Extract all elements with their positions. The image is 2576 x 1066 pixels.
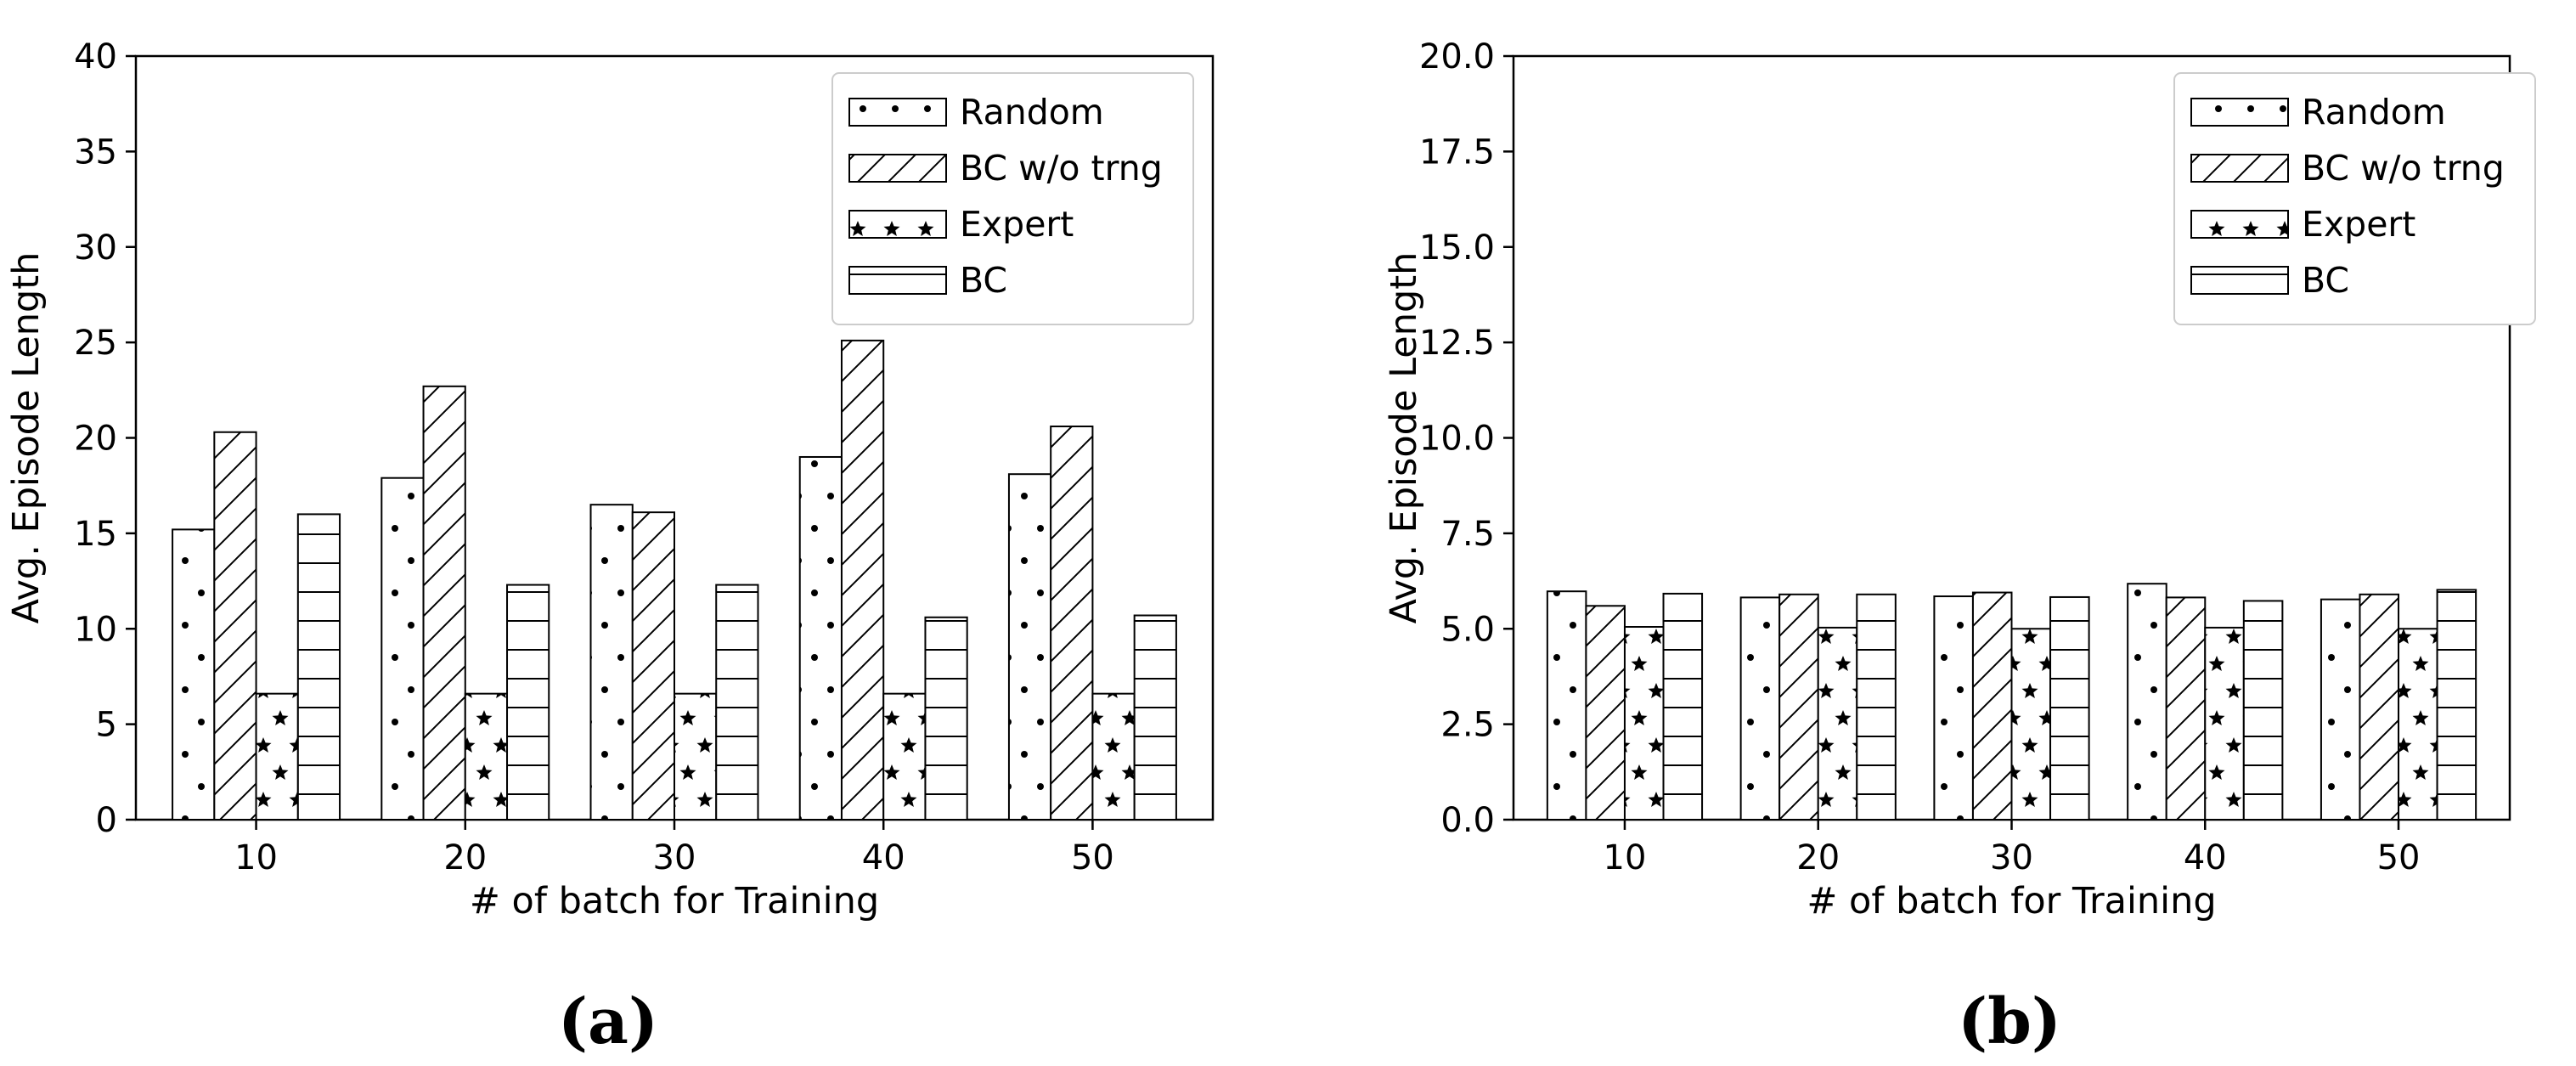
legend-label: Random: [2302, 92, 2446, 133]
bar-bc-50: [2436, 589, 2477, 821]
legend-swatch: [848, 98, 947, 127]
y-tick-label: 20.0: [1419, 37, 1495, 76]
x-tick-label: 30: [653, 838, 696, 877]
bar-random-10: [1546, 590, 1587, 821]
legend-label: BC w/o trng: [960, 148, 1163, 189]
bar-bc-w-o-trng-50: [2359, 593, 2400, 821]
bar-expert-30: [674, 692, 718, 821]
legend-label: BC: [960, 260, 1007, 301]
x-tick-label: 10: [1604, 838, 1647, 877]
legend-swatch: [2190, 266, 2289, 295]
bar-bc-w-o-trng-10: [213, 431, 257, 821]
y-tick-label: 2.5: [1440, 706, 1495, 745]
y-tick-label: 0.0: [1440, 801, 1495, 840]
y-tick-label: 0: [96, 801, 117, 840]
legend-frame: [831, 72, 1194, 325]
bar-random-40: [2127, 583, 2167, 821]
y-tick-label: 7.5: [1440, 515, 1495, 554]
bar-bc-w-o-trng-40: [840, 339, 885, 821]
x-tick-label: 30: [1990, 838, 2033, 877]
bar-bc-w-o-trng-10: [1585, 605, 1626, 821]
bar-bc-50: [1133, 614, 1177, 821]
bar-expert-50: [1091, 692, 1136, 821]
legend: Random BC w/o trng Expert BC: [831, 72, 1194, 325]
x-tick-label: 50: [2377, 838, 2421, 877]
y-tick-label: 20: [74, 420, 117, 459]
bar-bc-10: [1662, 592, 1704, 821]
bar-random-10: [172, 528, 216, 821]
legend-label: BC w/o trng: [2302, 148, 2505, 189]
y-tick-label: 25: [74, 324, 117, 363]
legend-label: Random: [960, 92, 1104, 133]
bar-bc-20: [1856, 593, 1897, 821]
bar-expert-40: [882, 692, 927, 821]
y-tick-label: 10: [74, 610, 117, 649]
legend-swatch: [2190, 154, 2289, 183]
x-axis-label: # of batch for Training: [470, 880, 879, 922]
bar-bc-w-o-trng-20: [422, 385, 466, 821]
legend: Random BC w/o trng Expert BC: [2173, 72, 2536, 325]
panel-label: (a): [558, 985, 658, 1058]
bar-bc-w-o-trng-30: [631, 511, 675, 821]
bar-expert-50: [2398, 628, 2438, 821]
bar-expert-10: [255, 692, 299, 821]
bar-random-20: [1739, 596, 1781, 821]
y-tick-label: 35: [74, 133, 117, 172]
bar-bc-w-o-trng-50: [1050, 426, 1094, 821]
y-tick-label: 5.0: [1440, 610, 1495, 649]
y-tick-label: 10.0: [1419, 420, 1495, 459]
x-tick-label: 40: [2184, 838, 2227, 877]
y-tick-label: 17.5: [1419, 133, 1495, 172]
x-tick-label: 20: [1796, 838, 1840, 877]
bar-random-50: [2320, 598, 2361, 821]
y-tick-label: 15: [74, 515, 117, 554]
bar-bc-w-o-trng-20: [1778, 593, 1819, 821]
y-tick-label: 15.0: [1419, 228, 1495, 268]
panel-label: (b): [1958, 985, 2061, 1058]
bar-bc-30: [715, 584, 759, 821]
bar-random-50: [1007, 473, 1052, 821]
bar-bc-40: [924, 616, 968, 821]
bar-random-30: [1933, 595, 1974, 821]
y-tick-label: 40: [74, 37, 117, 76]
x-tick-label: 50: [1071, 838, 1114, 877]
bar-bc-20: [506, 584, 550, 821]
bar-bc-w-o-trng-40: [2165, 596, 2207, 821]
bar-bc-w-o-trng-30: [1971, 591, 2013, 821]
bar-bc-40: [2242, 600, 2284, 821]
legend-swatch: [2190, 98, 2289, 127]
legend-label: BC: [2302, 260, 2349, 301]
y-axis-label: Avg. Episode Length: [5, 252, 48, 624]
bar-expert-40: [2204, 626, 2245, 821]
y-axis-label: Avg. Episode Length: [1383, 252, 1425, 624]
bar-bc-10: [296, 513, 341, 821]
legend-label: Expert: [960, 204, 1074, 245]
bar-expert-20: [464, 692, 509, 821]
y-tick-label: 30: [74, 228, 117, 268]
legend-label: Expert: [2302, 204, 2415, 245]
y-tick-label: 12.5: [1419, 324, 1495, 363]
x-axis-label: # of batch for Training: [1807, 880, 2216, 922]
panel-a: 0 5 10 15 20 25 30 35 40 10 20 30 40 50 # of batch for…: [5, 37, 1215, 1058]
bar-random-30: [589, 504, 634, 821]
bar-bc-30: [2049, 595, 2090, 821]
legend-frame: [2173, 72, 2536, 325]
y-tick-label: 5: [96, 706, 117, 745]
bar-expert-30: [2010, 628, 2052, 821]
bar-random-20: [380, 477, 425, 821]
bar-expert-20: [1817, 626, 1858, 821]
x-tick-label: 20: [443, 838, 487, 877]
legend-swatch: [848, 154, 947, 183]
legend-swatch: [848, 266, 947, 295]
legend-swatch: [2190, 210, 2289, 239]
legend-swatch: [848, 210, 947, 239]
x-tick-label: 10: [234, 838, 278, 877]
x-tick-label: 40: [862, 838, 905, 877]
bar-random-40: [798, 455, 843, 821]
panel-b: 0.0 2.5 5.0 7.5 10.0 12.5 15.0 17.5 20.0 10 20 30 40…: [1383, 37, 2536, 1058]
bar-expert-10: [1623, 626, 1665, 821]
